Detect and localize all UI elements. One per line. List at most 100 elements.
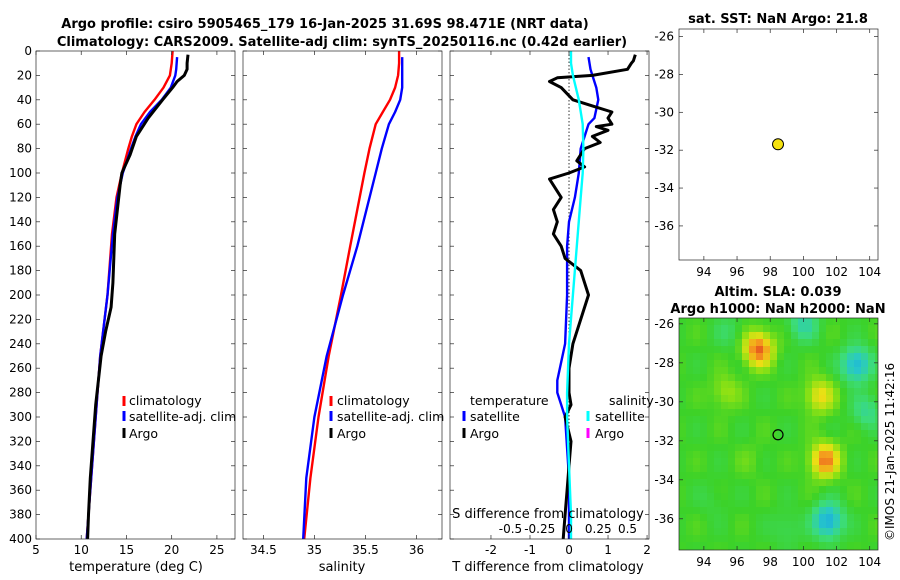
sla-cell [777, 500, 784, 507]
sla-cell [742, 528, 749, 535]
sla-cell [805, 367, 812, 374]
sla-cell [714, 353, 721, 360]
sla-cell [742, 444, 749, 451]
sla-cell [728, 549, 735, 550]
sla-cell [770, 353, 777, 360]
sla-cell [700, 437, 707, 444]
sla-cell [875, 472, 878, 479]
sla-cell [868, 549, 875, 550]
sla-cell [812, 549, 819, 550]
sla-cell [763, 507, 770, 514]
sla-cell [854, 472, 861, 479]
sla-cell [728, 465, 735, 472]
sla-cell [700, 374, 707, 381]
sla-cell [721, 528, 728, 535]
sla-cell [714, 486, 721, 493]
sla-cell [707, 374, 714, 381]
sla-cell [728, 346, 735, 353]
sla-cell [861, 451, 868, 458]
figure-title-line2: Climatology: CARS2009. Satellite-adj cli… [57, 35, 627, 50]
lat-tick-label: -30 [654, 105, 674, 119]
sla-cell [805, 430, 812, 437]
sla-cell [686, 409, 693, 416]
sla-cell [791, 458, 798, 465]
sla-cell [826, 549, 833, 550]
sla-cell [791, 507, 798, 514]
sla-cell [693, 493, 700, 500]
sla-cell [868, 325, 875, 332]
sla-cell [749, 374, 756, 381]
sla-cell [728, 437, 735, 444]
sla-cell [854, 507, 861, 514]
argo-location-marker [772, 138, 785, 151]
sla-cell [735, 332, 742, 339]
sla-cell [833, 402, 840, 409]
sla-cell [679, 528, 686, 535]
sla-cell [875, 339, 878, 346]
sla-cell [875, 521, 878, 528]
sla-cell [805, 325, 812, 332]
sla-cell [805, 388, 812, 395]
sla-cell [749, 423, 756, 430]
sla-cell [721, 346, 728, 353]
sla-cell [700, 514, 707, 521]
sla-cell [770, 507, 777, 514]
lat-tick-label: -26 [654, 30, 674, 44]
sla-cell [819, 528, 826, 535]
lat-tick-label: -28 [654, 67, 674, 81]
sla-cell [679, 423, 686, 430]
sla-cell [798, 528, 805, 535]
sla-cell [847, 465, 854, 472]
sla-cell [826, 353, 833, 360]
sla-cell [770, 458, 777, 465]
sla-cell [805, 360, 812, 367]
sla-cell [749, 535, 756, 542]
sla-cell [707, 451, 714, 458]
sla-cell [763, 437, 770, 444]
sla-cell [728, 542, 735, 549]
sla-cell [714, 423, 721, 430]
sla-cell [791, 353, 798, 360]
sla-cell [714, 493, 721, 500]
sla-cell [686, 318, 693, 325]
depth-tick-label: 140 [9, 215, 32, 229]
sla-cell [875, 367, 878, 374]
sla-cell [798, 542, 805, 549]
sla-cell [728, 388, 735, 395]
sla-cell [847, 458, 854, 465]
sla-cell [693, 542, 700, 549]
sla-cell [693, 430, 700, 437]
sla-cell [679, 416, 686, 423]
sla-cell [791, 528, 798, 535]
sla-cell [728, 318, 735, 325]
sla-cell [784, 521, 791, 528]
sla-cell [784, 402, 791, 409]
sla-cell [756, 346, 763, 353]
x-tick-label: 20 [164, 543, 179, 557]
sla-cell [791, 472, 798, 479]
depth-tick-label: 280 [9, 386, 32, 400]
sla-cell [714, 528, 721, 535]
sla-cell [756, 507, 763, 514]
sla-cell [728, 367, 735, 374]
sla-cell [756, 423, 763, 430]
sla-cell [819, 458, 826, 465]
sla-cell [770, 542, 777, 549]
sla-cell [812, 381, 819, 388]
sla-cell [868, 493, 875, 500]
sla-cell [763, 535, 770, 542]
sla-cell [798, 416, 805, 423]
sla-cell [861, 339, 868, 346]
sla-cell [679, 388, 686, 395]
sla-cell [700, 423, 707, 430]
sla-cell [770, 360, 777, 367]
sla-cell [840, 325, 847, 332]
sla-cell [854, 409, 861, 416]
sla-cell [777, 437, 784, 444]
x-tick-label: 36 [409, 543, 424, 557]
sla-cell [735, 521, 742, 528]
sla-cell [714, 430, 721, 437]
sla-cell [819, 493, 826, 500]
lat-tick-label: -34 [654, 181, 674, 195]
sla-cell [861, 521, 868, 528]
